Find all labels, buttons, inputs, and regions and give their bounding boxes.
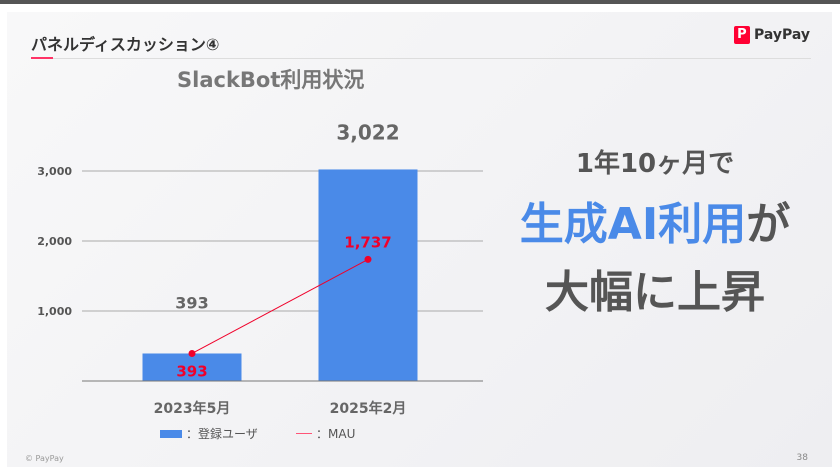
paypay-logo-text: PayPay [753,27,810,43]
paypay-logo-icon: P [733,26,750,44]
mau-line [191,258,369,354]
bar [318,169,418,381]
title-divider [31,58,811,59]
bar [142,353,242,381]
legend-label: ：MAU [316,427,356,441]
message-highlight: 生成AI利用 [519,199,747,250]
bar-data-label: 3,022 [336,120,399,144]
mau-data-label: 393 [176,362,207,380]
y-tick-label: 2,000 [37,235,72,248]
mau-point [364,255,372,263]
legend-line-swatch [296,433,312,434]
bar-data-label: 393 [175,293,208,312]
window-top-border [0,0,840,4]
message-line-1: 1年10ヶ月で [575,149,735,179]
slide: パネルディスカッション④ P PayPay © PayPay 38 [7,12,832,467]
y-tick-label: 1,000 [37,305,72,318]
mau-data-label: 1,737 [344,233,391,251]
copyright: © PayPay [25,454,64,463]
message-line-3: 大幅に上昇 [545,267,765,318]
mau-point [188,349,196,357]
y-tick-label: 3,000 [37,165,72,178]
slide-title: パネルディスカッション④ [31,35,220,54]
message-line-2: 生成AI利用が [495,188,815,252]
legend-registered-users: ：登録ユーザ [160,425,258,442]
x-tick-label: 2025年2月 [330,400,407,417]
paypay-logo: P PayPay [733,26,810,44]
chart-title: SlackBot利用状況 [177,68,365,92]
x-tick-label: 2023年5月 [154,400,231,417]
title-divider-accent [31,57,53,59]
message-line-2-rest: が [746,199,791,250]
legend-mau: ：MAU [296,425,355,442]
legend-label: ：登録ユーザ [186,427,258,441]
page-number: 38 [796,453,808,463]
legend-bar-swatch [160,429,182,438]
